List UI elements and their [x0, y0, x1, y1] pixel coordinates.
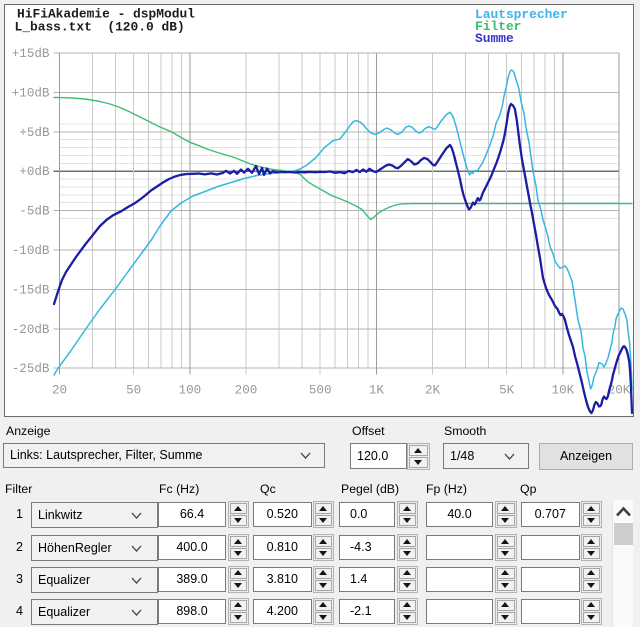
- svg-text:Filter: Filter: [475, 19, 521, 34]
- svg-text:-20dB: -20dB: [12, 323, 50, 337]
- svg-text:-10dB: -10dB: [12, 244, 50, 258]
- svg-text:20: 20: [52, 384, 67, 398]
- svg-text:2K: 2K: [425, 384, 441, 398]
- svg-text:+0dB: +0dB: [19, 165, 50, 179]
- svg-text:1K: 1K: [369, 384, 385, 398]
- svg-text:HiFiAkademie - dspModul: HiFiAkademie - dspModul: [17, 7, 195, 22]
- svg-text:L_bass.txt (120.0 dB): L_bass.txt (120.0 dB): [15, 20, 185, 35]
- svg-text:200: 200: [235, 384, 258, 398]
- svg-text:+5dB: +5dB: [19, 126, 50, 140]
- svg-text:10K: 10K: [552, 384, 575, 398]
- svg-text:Summe: Summe: [475, 31, 514, 46]
- svg-text:-15dB: -15dB: [12, 283, 50, 297]
- svg-text:+15dB: +15dB: [12, 47, 50, 61]
- svg-text:50: 50: [126, 384, 141, 398]
- svg-text:5K: 5K: [499, 384, 515, 398]
- svg-text:-25dB: -25dB: [12, 362, 50, 376]
- svg-text:500: 500: [309, 384, 332, 398]
- svg-text:20K: 20K: [608, 384, 631, 398]
- svg-text:100: 100: [179, 384, 202, 398]
- svg-text:-5dB: -5dB: [19, 205, 50, 219]
- svg-text:+10dB: +10dB: [12, 86, 50, 100]
- svg-text:Lautsprecher: Lautsprecher: [475, 7, 568, 22]
